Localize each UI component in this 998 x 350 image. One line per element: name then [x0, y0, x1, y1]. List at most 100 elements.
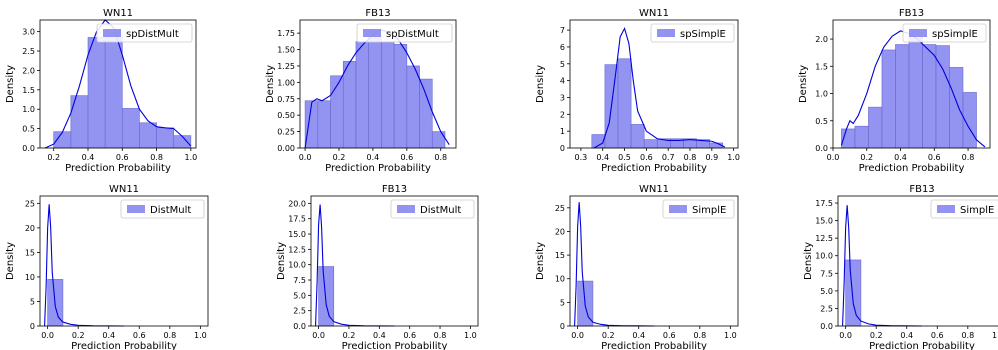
histogram-bar [845, 259, 862, 327]
legend-label: SimplE [692, 205, 726, 216]
y-tick-label: 0.25 [277, 128, 295, 137]
y-tick-label: 1.5 [22, 86, 35, 95]
kde-curve [44, 204, 125, 327]
y-tick-label: 15 [555, 251, 565, 260]
histogram-bar [854, 125, 869, 149]
x-tick-label: 0.4 [894, 153, 907, 162]
x-axis-label: Prediction Probability [601, 163, 707, 174]
legend: DistMult [120, 199, 205, 219]
histogram-bar [908, 36, 923, 149]
histogram-bar [949, 67, 964, 149]
legend: spSimplE [650, 23, 735, 43]
x-tick-label: 0.5 [618, 153, 631, 162]
y-axis-label: Density [265, 65, 276, 103]
x-axis-label: Prediction Probability [859, 163, 965, 174]
legend-label: spDistMult [386, 29, 439, 40]
x-tick-label: 0.0 [299, 153, 312, 162]
histogram-bar [121, 108, 140, 149]
y-tick-label: 0.0 [815, 144, 828, 153]
y-tick-label: 2.5 [22, 47, 35, 56]
x-tick-label: 0.3 [575, 153, 588, 162]
x-tick-label: 0.4 [632, 331, 645, 340]
histogram-bar [419, 78, 433, 149]
kde-curve [593, 26, 726, 149]
histogram-bar [630, 124, 645, 149]
y-tick-label: 0.75 [277, 95, 295, 104]
y-tick-label: 15.0 [815, 217, 833, 226]
y-axis-label: Density [5, 65, 16, 103]
y-tick-label: 1.00 [277, 78, 295, 87]
y-tick-label: 0.50 [277, 111, 295, 120]
chart-title: WN11 [103, 8, 133, 19]
legend-box [662, 199, 735, 219]
legend-label: SimplE [960, 205, 994, 216]
histogram-bar [342, 61, 357, 149]
y-tick-label: 5 [560, 60, 565, 69]
y-tick-label: 20 [25, 224, 35, 233]
chart-panel-3: 0.3 0.4 0.5 0.6 0.7 0.8 0.9 1.0 0 1 2 3 4 5 6 7 WN11 Pred… [535, 8, 740, 174]
x-tick-label: 0.2 [870, 331, 883, 340]
y-axis-label: Density [535, 242, 546, 280]
legend-box [390, 199, 475, 219]
y-tick-label: 0.5 [815, 117, 828, 126]
legend: DistMult [390, 199, 475, 219]
x-axis-label: Prediction Probability [342, 341, 448, 350]
legend-swatch [669, 205, 687, 213]
x-tick-label: 0.0 [839, 331, 852, 340]
y-tick-label: 6 [560, 43, 565, 52]
axes-frame [569, 195, 739, 327]
x-axis-label: Prediction Probability [869, 341, 975, 350]
x-tick-label: 0.6 [116, 153, 129, 162]
y-tick-label: 5 [560, 298, 565, 307]
kde-curve [315, 204, 395, 327]
histogram-bar [617, 58, 632, 149]
x-tick-label: 1.0 [727, 153, 740, 162]
x-tick-label: 0.0 [827, 153, 840, 162]
y-tick-label: 7 [560, 26, 565, 35]
y-tick-label: 0 [560, 322, 565, 331]
legend-box [356, 23, 453, 43]
x-tick-label: 0.8 [962, 153, 975, 162]
y-tick-label: 1.75 [277, 29, 295, 38]
legend-label: spSimplE [680, 29, 726, 40]
chart-title: WN11 [639, 8, 669, 19]
y-tick-label: 0 [560, 144, 565, 153]
y-tick-label: 1 [560, 127, 565, 136]
y-tick-label: 1.5 [815, 62, 828, 71]
x-axis-label: Prediction Probability [71, 341, 177, 350]
y-tick-label: 1.25 [277, 62, 295, 71]
chart-panel-4: 0.0 0.2 0.4 0.6 0.8 0.0 0.5 1.0 1.5 2.0 FB13 Predic… [798, 8, 991, 174]
y-tick-label: 2.5 [293, 307, 306, 316]
y-tick-label: 0 [30, 322, 35, 331]
y-axis-label: Density [5, 242, 16, 280]
legend-swatch [397, 205, 415, 213]
x-tick-label: 0.9 [705, 153, 718, 162]
chart-panel-2: 0.0 0.2 0.4 0.6 0.8 0.00 0.25 0.50 0.75 1.00 1.25 1… [265, 8, 457, 174]
y-tick-label: 0.00 [277, 144, 295, 153]
histogram-bar [173, 135, 192, 149]
x-tick-label: 0.8 [961, 331, 974, 340]
x-tick-label: 0.6 [403, 331, 416, 340]
x-axis-label: Prediction Probability [325, 163, 431, 174]
histogram-bar [922, 44, 937, 149]
legend-swatch [909, 29, 927, 37]
x-axis-label: Prediction Probability [65, 163, 171, 174]
x-tick-label: 0.4 [596, 153, 609, 162]
y-axis-label: Density [276, 242, 287, 280]
x-tick-label: 0.4 [900, 331, 913, 340]
kde-curve [574, 202, 655, 327]
histogram-bar [381, 41, 395, 149]
x-tick-label: 0.2 [343, 331, 356, 340]
histogram-bar [104, 37, 123, 149]
chart-panel-5: 0.0 0.2 0.4 0.6 0.8 1.0 0 5 10 15 20 25 WN11 Predicti… [5, 184, 209, 350]
legend-label: DistMult [150, 205, 191, 216]
y-tick-label: 15.0 [288, 230, 306, 239]
y-tick-label: 1.0 [815, 90, 828, 99]
x-tick-label: 0.2 [333, 153, 346, 162]
legend: spDistMult [96, 23, 193, 43]
histogram-bar [355, 41, 369, 149]
chart-title: FB13 [365, 8, 390, 19]
histogram-bar [881, 49, 896, 149]
y-tick-label: 1.0 [22, 105, 35, 114]
chart-panel-6: 0.0 0.2 0.4 0.6 0.8 1.0 0.0 2.5 5.0 7.5 10.0 12.5 15… [276, 184, 479, 350]
